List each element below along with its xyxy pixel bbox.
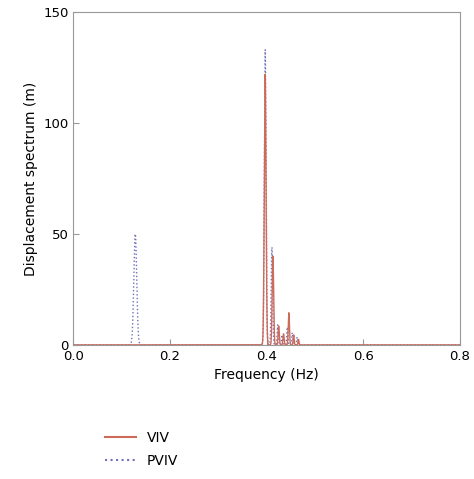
VIV <box>457 342 463 348</box>
Line: PVIV: PVIV <box>73 50 460 345</box>
PVIV <box>347 342 353 348</box>
Line: VIV: VIV <box>73 74 460 345</box>
VIV <box>253 342 259 348</box>
PVIV <box>167 342 173 348</box>
VIV <box>262 71 268 77</box>
VIV <box>71 342 76 348</box>
PVIV <box>432 342 438 348</box>
Y-axis label: Displacement spectrum (m): Displacement spectrum (m) <box>24 81 37 275</box>
PVIV <box>253 342 259 348</box>
VIV <box>304 342 310 348</box>
PVIV <box>262 47 268 53</box>
Legend: VIV, PVIV: VIV, PVIV <box>100 425 184 474</box>
VIV <box>432 342 438 348</box>
PVIV <box>71 342 76 348</box>
VIV <box>347 342 353 348</box>
VIV <box>319 342 324 348</box>
PVIV <box>457 342 463 348</box>
X-axis label: Frequency (Hz): Frequency (Hz) <box>214 368 319 382</box>
PVIV <box>304 342 310 348</box>
PVIV <box>319 342 324 348</box>
VIV <box>167 342 173 348</box>
